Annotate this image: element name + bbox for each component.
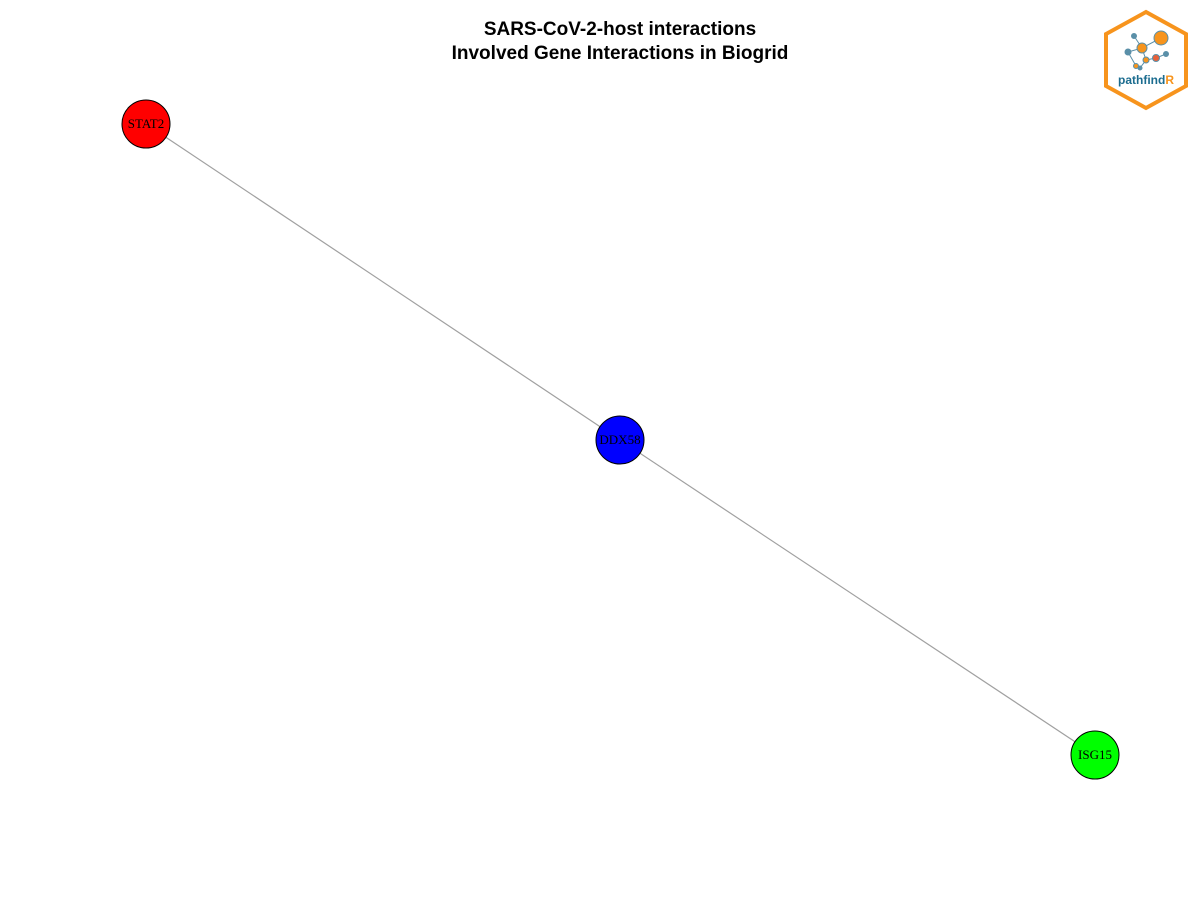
pathfindr-logo: pathfindR xyxy=(1104,9,1188,111)
title-line-2: Involved Gene Interactions in Biogrid xyxy=(451,43,789,64)
node-label: ISG15 xyxy=(1078,747,1112,762)
edges-layer xyxy=(145,123,1096,756)
logo-network-icon xyxy=(1124,30,1169,71)
node-isg15[interactable]: ISG15 xyxy=(1070,730,1120,780)
node-circle[interactable] xyxy=(1070,730,1120,780)
node-label: DDX58 xyxy=(599,432,640,447)
node-stat2[interactable]: STAT2 xyxy=(121,99,171,149)
node-ddx58[interactable]: DDX58 xyxy=(595,415,645,465)
chart-title: SARS-CoV-2-host interactions Involved Ge… xyxy=(0,18,1200,66)
node-label: STAT2 xyxy=(128,116,165,131)
edge-stat2-ddx58 xyxy=(145,123,621,441)
node-circle[interactable] xyxy=(121,99,171,149)
logo-wordmark: pathfindR xyxy=(1118,73,1174,87)
logo-text-main: pathfind xyxy=(1118,73,1165,87)
edge-ddx58-isg15 xyxy=(619,439,1096,756)
node-circle[interactable] xyxy=(595,415,645,465)
logo-text-accent: R xyxy=(1165,73,1174,87)
nodes-layer: STAT2 DDX58 ISG15 xyxy=(121,99,1120,780)
title-line-1: SARS-CoV-2-host interactions xyxy=(483,19,757,40)
